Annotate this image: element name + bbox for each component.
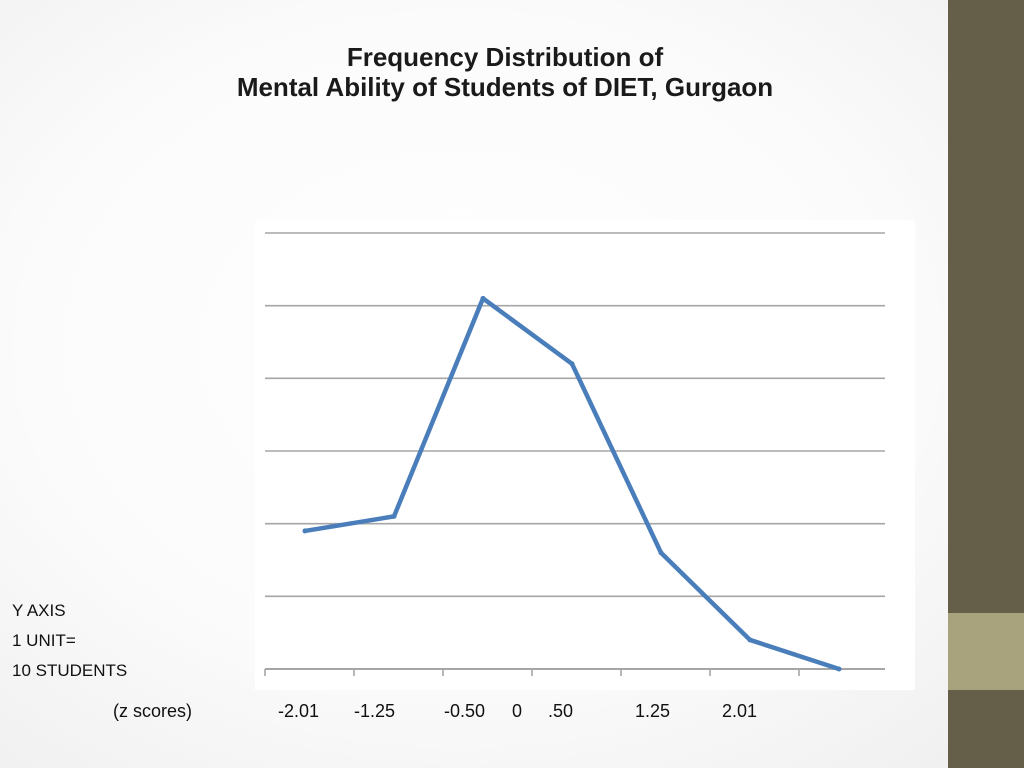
chart-title: Frequency Distribution of Mental Ability… <box>0 42 1010 102</box>
x-tick-label: -2.01 <box>278 701 320 721</box>
data-point <box>302 528 308 534</box>
data-point <box>391 513 397 519</box>
x-axis-label: (z scores) <box>113 701 193 721</box>
data-point <box>569 361 575 367</box>
y-note-line-1: Y AXIS <box>12 601 66 620</box>
x-tick-label: 1.25 <box>635 701 671 721</box>
x-tick-label: 2.01 <box>722 701 758 721</box>
x-tick-label: .50 <box>548 701 574 721</box>
chart-title-line-2: Mental Ability of Students of DIET, Gurg… <box>236 72 774 102</box>
line-chart <box>255 220 915 690</box>
data-point <box>836 666 842 672</box>
y-note-line-2: 1 UNIT= <box>12 631 76 650</box>
x-tick-label: -1.25 <box>354 701 396 721</box>
y-note-line-3: 10 STUDENTS <box>12 661 128 680</box>
data-point <box>747 637 753 643</box>
data-point <box>658 550 664 556</box>
x-tick-label: -0.50 <box>444 701 486 721</box>
y-axis-unit-note: Y AXIS 1 UNIT= 10 STUDENTS <box>12 596 127 686</box>
chart-title-line-1: Frequency Distribution of <box>346 42 664 72</box>
side-decor-accent <box>948 613 1024 690</box>
x-tick-label: 0 <box>512 701 523 721</box>
plot-area <box>255 220 915 690</box>
data-point <box>480 295 486 301</box>
slide: Frequency Distribution of Mental Ability… <box>12 42 915 721</box>
